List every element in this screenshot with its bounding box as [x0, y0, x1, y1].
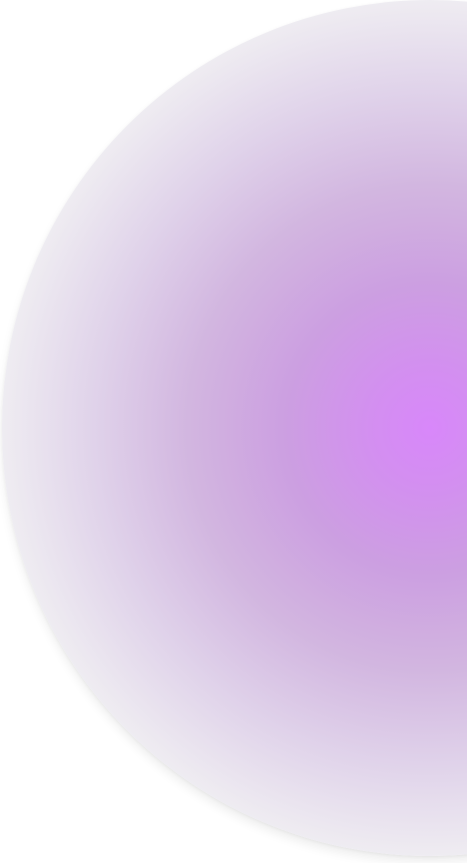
canvas — [2, 0, 467, 856]
gradient-orb — [2, 0, 467, 856]
